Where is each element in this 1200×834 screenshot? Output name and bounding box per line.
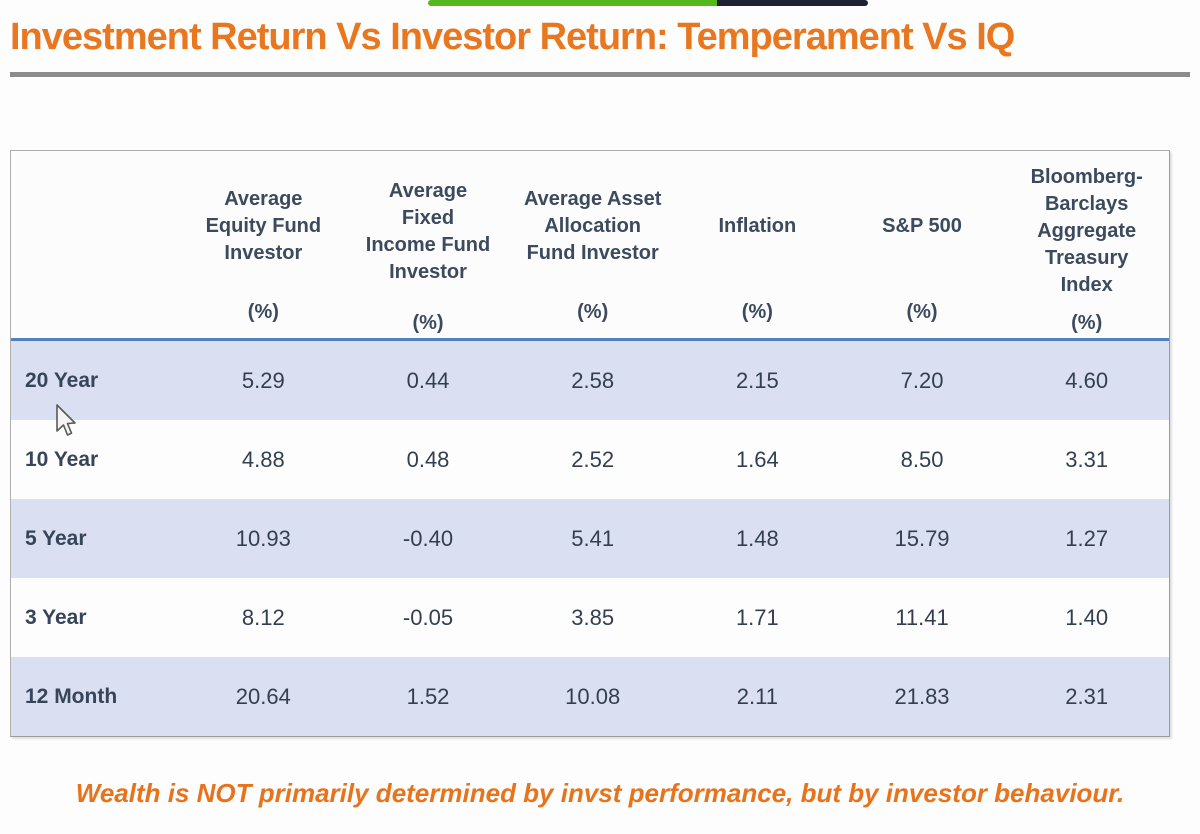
col-header-asset-allocation-investor: Average Asset Allocation Fund Investor (… <box>510 151 675 338</box>
header-corner-cell <box>11 151 181 338</box>
cell-value: 15.79 <box>894 525 950 551</box>
cell-value: 4.60 <box>1065 367 1109 393</box>
col-header-label: Average Fixed Income Fund Investor <box>365 179 491 283</box>
table-row-3-year: 3 Year 8.12 -0.05 3.85 1.71 11.41 1.40 <box>11 578 1169 657</box>
page-title: Investment Return Vs Investor Return: Te… <box>10 16 1015 58</box>
progress-watched-segment <box>428 0 717 6</box>
cell-value: 2.11 <box>736 683 778 709</box>
table-row-12-month: 12 Month 20.64 1.52 10.08 2.11 21.83 2.3… <box>11 657 1169 736</box>
cell-value: 10.93 <box>235 525 291 551</box>
progress-remaining-segment <box>717 0 868 6</box>
col-header-inflation: Inflation (%) <box>675 151 840 338</box>
table-row-10-year: 10 Year 4.88 0.48 2.52 1.64 8.50 3.31 <box>11 420 1169 499</box>
col-header-unit: (%) <box>577 301 609 323</box>
footer-takeaway-text: Wealth is NOT primarily determined by in… <box>75 778 1125 808</box>
cell-value: 3.31 <box>1065 446 1109 472</box>
mouse-cursor-icon <box>56 404 76 436</box>
row-label: 20 Year <box>25 368 99 392</box>
cell-value: 2.15 <box>735 367 779 393</box>
col-header-label: S&P 500 <box>882 214 962 237</box>
cell-value: 21.83 <box>894 683 950 709</box>
cell-value: 0.44 <box>406 367 450 393</box>
cell-value: 1.40 <box>1065 604 1109 630</box>
col-header-fixed-income-investor: Average Fixed Income Fund Investor (%) <box>346 151 511 338</box>
row-label: 12 Month <box>25 684 118 708</box>
col-header-unit: (%) <box>412 312 444 334</box>
col-header-label: Average Equity Fund Investor <box>205 187 322 264</box>
cell-value: 11.41 <box>895 604 949 630</box>
col-header-unit: (%) <box>1071 312 1103 334</box>
title-divider <box>10 72 1190 77</box>
cell-value: 1.27 <box>1065 525 1109 551</box>
col-header-equity-fund-investor: Average Equity Fund Investor (%) <box>181 151 346 338</box>
col-header-sp500: S&P 500 (%) <box>840 151 1005 338</box>
table-header-row: Average Equity Fund Investor (%) Average… <box>11 151 1169 341</box>
row-label: 10 Year <box>25 447 99 471</box>
cell-value: 1.64 <box>735 446 779 472</box>
col-header-bloomberg-barclays-treasury: Bloomberg- Barclays Aggregate Treasury I… <box>1004 151 1169 338</box>
cell-value: -0.05 <box>402 604 454 630</box>
col-header-unit: (%) <box>247 301 279 323</box>
col-header-unit: (%) <box>741 301 773 323</box>
cell-value: 5.29 <box>241 367 285 393</box>
row-label: 3 Year <box>25 605 87 629</box>
cell-value: 1.48 <box>735 525 779 551</box>
cell-value: 2.58 <box>571 367 615 393</box>
cell-value: 1.52 <box>406 683 450 709</box>
cell-value: 8.12 <box>241 604 285 630</box>
cell-value: 2.31 <box>1065 683 1109 709</box>
returns-table: Average Equity Fund Investor (%) Average… <box>10 150 1170 737</box>
col-header-label: Average Asset Allocation Fund Investor <box>523 187 662 264</box>
table-row-20-year: 20 Year 5.29 0.44 2.58 2.15 7.20 4.60 <box>11 341 1169 420</box>
cell-value: 1.71 <box>735 604 779 630</box>
cell-value: 4.88 <box>241 446 285 472</box>
table-row-5-year: 5 Year 10.93 -0.40 5.41 1.48 15.79 1.27 <box>11 499 1169 578</box>
col-header-label: Bloomberg- Barclays Aggregate Treasury I… <box>1030 166 1143 296</box>
cell-value: 3.85 <box>571 604 615 630</box>
cell-value: 2.52 <box>571 446 615 472</box>
cell-value: 5.41 <box>571 525 615 551</box>
cell-value: -0.40 <box>402 525 454 551</box>
cell-value: 8.50 <box>900 446 944 472</box>
cell-value: 10.08 <box>565 683 621 709</box>
cell-value: 20.64 <box>235 683 291 709</box>
col-header-label: Inflation <box>718 214 797 237</box>
video-progress-bar[interactable] <box>428 0 868 6</box>
col-header-unit: (%) <box>906 301 938 323</box>
cell-value: 0.48 <box>406 446 450 472</box>
row-label: 5 Year <box>25 526 87 550</box>
cell-value: 7.20 <box>900 367 944 393</box>
